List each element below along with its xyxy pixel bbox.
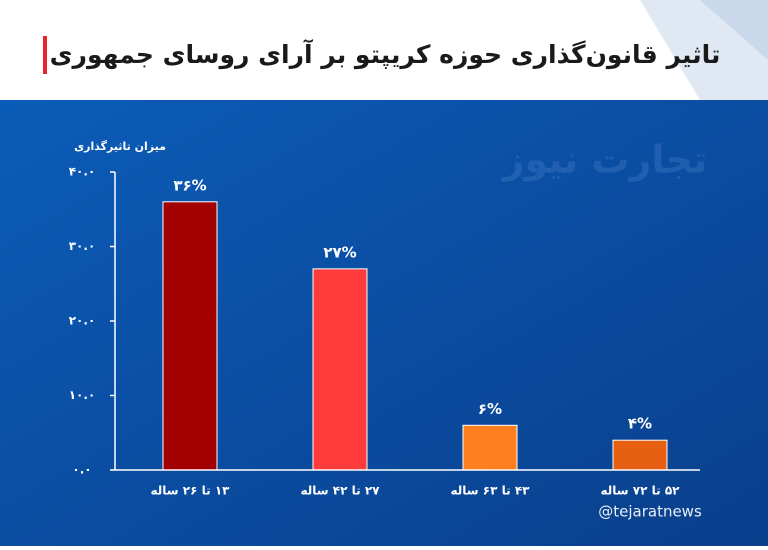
decoration [700,0,768,60]
y-tick-label: ۲۰.۰ [69,314,96,328]
value-label: ۶% [478,400,502,418]
value-label: ۲۷% [323,243,356,261]
bar [462,424,518,471]
chart-title: تاثیر قانون‌گذاری حوزه کریپتو بر آرای رو… [50,39,721,70]
bar [612,439,668,471]
value-label: ۴% [628,415,652,433]
bar [162,201,218,471]
y-axis-label: میزان تاثیرگذاری [74,140,166,153]
y-tick-label: ۱۰.۰ [69,388,96,402]
value-label: ۳۶% [173,176,206,194]
header-bg [0,0,768,100]
y-tick-label: ۳۰.۰ [69,239,96,253]
credit: @tejaratnews [598,503,702,521]
y-tick-label: ۰.۰ [72,463,91,477]
chart-bg [0,100,768,546]
y-tick-label: ۴۰.۰ [69,165,96,179]
x-tick-label: ۵۲ تا ۷۲ ساله [601,484,681,498]
x-tick-label: ۱۳ تا ۲۶ ساله [151,484,231,498]
x-tick-label: ۲۷ تا ۴۲ ساله [301,484,381,498]
watermark: تجارت نیوز [501,138,708,182]
bar [312,268,368,471]
title-accent [43,36,47,74]
x-tick-label: ۴۳ تا ۶۳ ساله [451,484,531,498]
